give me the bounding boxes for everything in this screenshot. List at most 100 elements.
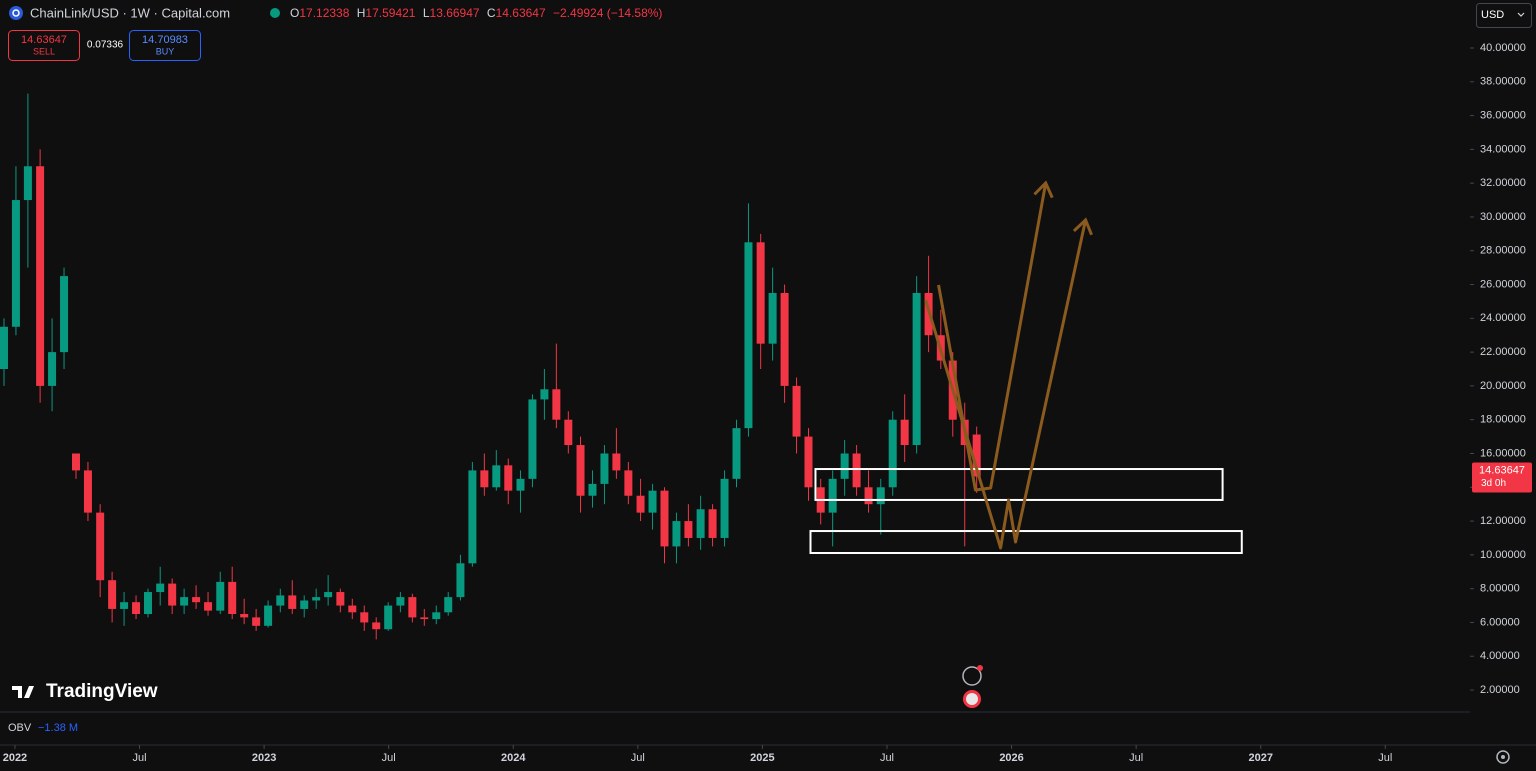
y-tick-label: 12.00000 [1480,515,1526,527]
candle-body [768,292,777,344]
candle-body [204,602,213,611]
y-tick-label: 6.00000 [1480,616,1520,628]
candle-body [744,242,753,429]
candle-body [900,419,909,446]
candle-body [624,470,633,496]
price-badge-countdown: 3d 0h [1481,478,1506,489]
y-tick-label: 10.00000 [1480,549,1526,561]
x-tick-label: Jul [382,752,396,764]
candle-body [588,483,597,496]
y-tick-label: 8.00000 [1480,583,1520,595]
candle-body [240,614,249,618]
candle-body [696,509,705,538]
buy-button[interactable] [129,30,201,61]
arrow-head [1072,217,1093,236]
candle-body [96,512,105,581]
candle-body [372,622,381,630]
candle-body [456,563,465,598]
candle-body [600,453,609,484]
candle-body [492,465,501,488]
indicator-value: −1.38 M [38,722,78,734]
candle-body [444,597,453,613]
candle-body [912,292,921,446]
x-tick-label: 2022 [3,752,27,764]
candle-body [552,389,561,420]
candle-body [876,487,885,505]
x-tick-label: 2025 [750,752,774,764]
candle-body [276,595,285,606]
candle-body [828,478,837,513]
candle-body [864,487,873,505]
candle-body [143,592,152,615]
y-tick-label: 22.00000 [1480,346,1526,358]
y-tick-label: 40.00000 [1480,42,1526,54]
candle-body [408,597,417,618]
symbol-title[interactable]: ChainLink/USD · 1W · Capital.com [30,5,230,20]
y-tick-label: 26.00000 [1480,278,1526,290]
candle-body [840,453,849,479]
y-tick-label: 16.00000 [1480,447,1526,459]
settings-button[interactable] [1496,750,1510,764]
y-tick-label: 24.00000 [1480,312,1526,324]
sell-button[interactable] [8,30,80,61]
market-status [270,8,280,18]
indicator-name: OBV [8,722,32,734]
candle-body [396,597,405,606]
candle-body [324,592,333,598]
arrow-head [1033,180,1054,199]
candle-body [192,597,201,603]
ohlc-label: H [357,6,366,20]
currency-button[interactable] [1476,3,1532,28]
candle-body [504,465,513,491]
ohlc-value: 17.12338 [299,6,349,20]
y-tick-label: 36.00000 [1480,109,1526,121]
candle-body [0,326,8,370]
candle-body [108,580,117,609]
candle-body [756,242,765,344]
x-tick-label: Jul [631,752,645,764]
candle-body [564,419,573,446]
candle-body [336,592,345,606]
y-tick-label: 32.00000 [1480,177,1526,189]
currency-chevron [1517,12,1525,17]
symbol-icon [9,6,23,20]
candle-body [792,385,801,437]
ohlc-change: −2.49924 (−14.58%) [553,6,662,20]
x-tick-label: Jul [132,752,146,764]
settings-dot [1501,755,1505,759]
candle-body [468,470,477,564]
candle-body [288,595,297,609]
candle-body [684,521,693,538]
candle-body [576,445,585,496]
x-tick-label: Jul [880,752,894,764]
zone-box [809,530,1243,555]
projection-line [924,219,1088,550]
candle-body [612,453,621,471]
symbol-icon-inner [12,9,20,17]
y-tick-label: 18.00000 [1480,414,1526,426]
y-tick-label: 28.00000 [1480,245,1526,257]
event-icon[interactable] [962,666,982,686]
x-tick-label: 2027 [1248,752,1272,764]
sell-label: SELL [33,46,55,56]
candle-body [360,612,369,623]
candle-body [252,617,261,626]
candle-body [216,581,225,611]
brand-name: TradingView [46,681,158,702]
candle-body [264,605,273,626]
candle-body [36,166,45,386]
y-tick-label: 34.00000 [1480,143,1526,155]
ohlc-value: 13.66947 [430,6,480,20]
candle-body [732,428,741,479]
candle-body [48,352,57,386]
candle-body [60,276,69,353]
candle-body [156,583,165,593]
candle-body [132,602,141,615]
candle-body [228,581,237,615]
x-tick-label: Jul [1129,752,1143,764]
candle-body [888,419,897,488]
currency-label: USD [1481,9,1504,21]
